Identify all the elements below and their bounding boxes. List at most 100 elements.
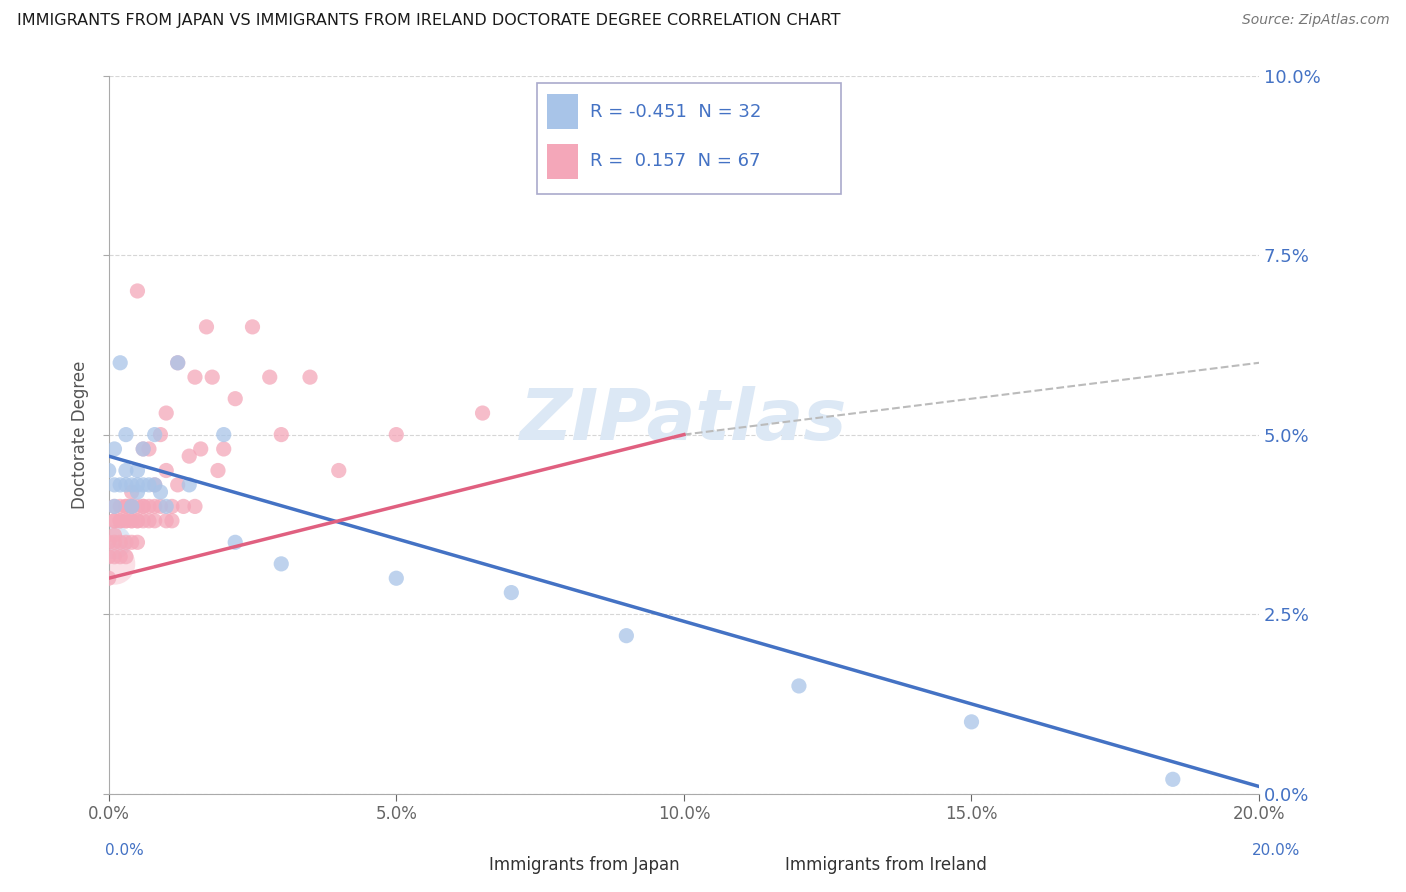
- Point: [127, 284, 149, 298]
- Point: [149, 485, 172, 500]
- Point: [132, 442, 155, 456]
- Point: [103, 514, 125, 528]
- Point: [132, 514, 155, 528]
- Point: [115, 500, 138, 514]
- Point: [143, 500, 166, 514]
- Point: [155, 406, 177, 420]
- Point: [207, 463, 229, 477]
- Point: [138, 500, 160, 514]
- Point: [103, 535, 125, 549]
- Point: [960, 714, 983, 729]
- Point: [184, 370, 207, 384]
- Point: [121, 485, 143, 500]
- Point: [127, 463, 149, 477]
- Point: [103, 528, 125, 542]
- Point: [132, 442, 155, 456]
- Point: [127, 514, 149, 528]
- Point: [108, 514, 131, 528]
- Point: [127, 514, 149, 528]
- Point: [127, 500, 149, 514]
- Point: [328, 463, 350, 477]
- Point: [97, 463, 120, 477]
- Point: [115, 514, 138, 528]
- Point: [132, 478, 155, 492]
- Point: [614, 629, 637, 643]
- Point: [103, 442, 125, 456]
- Point: [115, 514, 138, 528]
- Point: [143, 478, 166, 492]
- Point: [166, 356, 188, 370]
- Text: R =  0.157  N = 67: R = 0.157 N = 67: [591, 153, 761, 170]
- Point: [224, 392, 246, 406]
- Y-axis label: Doctorate Degree: Doctorate Degree: [72, 360, 89, 508]
- Point: [127, 478, 149, 492]
- Point: [201, 370, 224, 384]
- Point: [115, 478, 138, 492]
- Point: [103, 514, 125, 528]
- Point: [127, 535, 149, 549]
- Text: Immigrants from Japan: Immigrants from Japan: [489, 856, 681, 874]
- Bar: [547, 95, 578, 129]
- Point: [103, 549, 125, 564]
- Point: [108, 478, 131, 492]
- Point: [121, 500, 143, 514]
- Text: IMMIGRANTS FROM JAPAN VS IMMIGRANTS FROM IRELAND DOCTORATE DEGREE CORRELATION CH: IMMIGRANTS FROM JAPAN VS IMMIGRANTS FROM…: [17, 13, 841, 29]
- Point: [121, 535, 143, 549]
- Point: [179, 449, 201, 463]
- Point: [224, 535, 246, 549]
- FancyBboxPatch shape: [537, 83, 841, 194]
- Point: [172, 500, 194, 514]
- Point: [115, 535, 138, 549]
- Point: [212, 442, 235, 456]
- Text: 20.0%: 20.0%: [1253, 843, 1301, 857]
- Point: [149, 427, 172, 442]
- Point: [1161, 772, 1184, 787]
- Text: R = -0.451  N = 32: R = -0.451 N = 32: [591, 103, 761, 120]
- Point: [471, 406, 494, 420]
- Point: [108, 514, 131, 528]
- Point: [501, 585, 523, 599]
- Point: [143, 478, 166, 492]
- Point: [166, 356, 188, 370]
- Point: [155, 463, 177, 477]
- Point: [138, 478, 160, 492]
- Point: [121, 478, 143, 492]
- Point: [184, 500, 207, 514]
- Text: Source: ZipAtlas.com: Source: ZipAtlas.com: [1241, 13, 1389, 28]
- Point: [115, 463, 138, 477]
- Point: [97, 535, 120, 549]
- Bar: [547, 144, 578, 178]
- Point: [108, 356, 131, 370]
- Point: [166, 478, 188, 492]
- Point: [121, 514, 143, 528]
- Point: [179, 478, 201, 492]
- Point: [127, 485, 149, 500]
- Point: [385, 427, 408, 442]
- Point: [132, 500, 155, 514]
- Point: [115, 549, 138, 564]
- Point: [108, 535, 131, 549]
- Point: [143, 514, 166, 528]
- Point: [143, 427, 166, 442]
- Point: [138, 442, 160, 456]
- Point: [115, 427, 138, 442]
- Point: [115, 500, 138, 514]
- Point: [108, 549, 131, 564]
- Point: [121, 500, 143, 514]
- Point: [195, 319, 218, 334]
- Point: [155, 514, 177, 528]
- Point: [108, 500, 131, 514]
- Point: [160, 500, 183, 514]
- Point: [103, 500, 125, 514]
- Point: [298, 370, 321, 384]
- Point: [212, 427, 235, 442]
- Point: [97, 549, 120, 564]
- Text: 0.0%: 0.0%: [105, 843, 145, 857]
- Point: [103, 557, 125, 571]
- Point: [121, 500, 143, 514]
- Text: Immigrants from Ireland: Immigrants from Ireland: [785, 856, 987, 874]
- Point: [190, 442, 212, 456]
- Point: [155, 500, 177, 514]
- Point: [385, 571, 408, 585]
- Point: [787, 679, 810, 693]
